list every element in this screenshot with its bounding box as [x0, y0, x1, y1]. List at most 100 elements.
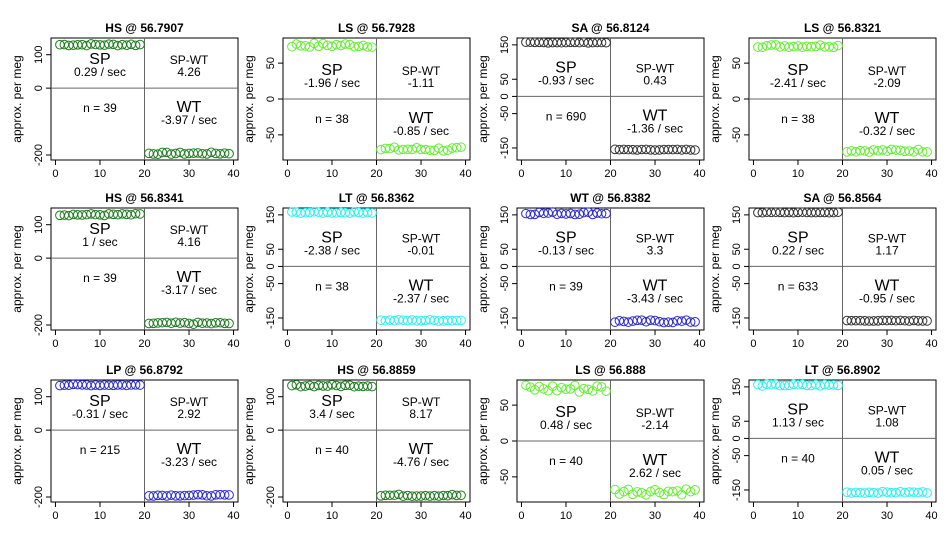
chart-panel: HS @ 56.8341 0 10 20 30 40 -200 0 100 approx. per… [10, 191, 240, 350]
x-tick-label: 10 [792, 168, 804, 180]
sp-rate: 0.29 / sec [74, 65, 126, 79]
wt-rate: -0.85 / sec [393, 124, 449, 138]
y-axis: -200 0 100 [265, 388, 283, 508]
x-tick-label: 40 [925, 510, 937, 522]
wt-point [917, 316, 928, 326]
wt-label: WT [409, 441, 434, 458]
sp-wt-label: SP-WT [170, 223, 209, 237]
x-tick-label: 0 [52, 510, 58, 522]
x-tick-label: 30 [183, 168, 195, 180]
wt-point [451, 142, 462, 153]
sp-point [570, 380, 580, 391]
y-axis: -200 0 100 [33, 388, 51, 508]
n-count: n = 39 [83, 271, 117, 285]
wt-point [619, 486, 629, 497]
chart-title: LP @ 56.8792 [106, 363, 183, 377]
x-tick-label: 20 [604, 168, 616, 180]
x-tick-label: 40 [227, 338, 239, 350]
y-tick-label: 150 [499, 36, 511, 54]
wt-point [224, 490, 234, 500]
chart-panel: SA @ 56.8564 0 10 20 30 40 -150 -50 0 50 150 approx… [708, 191, 938, 350]
data-points [753, 207, 932, 326]
chart-panel: HS @ 56.7907 0 10 20 30 40 -200 0 100 approx. per… [10, 21, 240, 180]
sp-wt-label: SP-WT [402, 231, 441, 245]
sp-point [766, 40, 777, 50]
x-tick-label: 40 [227, 510, 239, 522]
wt-point [425, 145, 435, 156]
x-tick-label: 40 [925, 168, 937, 180]
y-axis-label: approx. per meg [242, 397, 256, 484]
wt-point [219, 148, 230, 159]
wt-point [685, 145, 696, 155]
x-tick-label: 0 [750, 168, 756, 180]
wt-point [685, 486, 696, 497]
chart-panel: HS @ 56.8859 0 10 20 30 40 -200 0 100 approx. per… [242, 363, 472, 522]
wt-label: WT [643, 277, 668, 294]
y-tick-label: -50 [499, 469, 511, 485]
chart-title: HS @ 56.8859 [337, 363, 416, 377]
y-tick-label: 0 [731, 435, 743, 441]
sp-label: SP [787, 62, 808, 79]
x-tick-label: 0 [52, 168, 58, 180]
sp-rate: -0.93 / sec [538, 73, 594, 87]
wt-point [681, 315, 691, 325]
sp-wt-label: SP-WT [868, 64, 907, 78]
wt-rate: 2.62 / sec [629, 466, 681, 480]
y-tick-label: 100 [265, 388, 277, 406]
n-count: n = 40 [549, 454, 583, 468]
y-axis: -200 0 100 [33, 216, 51, 336]
y-tick-label: 0 [265, 427, 277, 433]
x-tick-label: 0 [750, 338, 756, 350]
y-tick-label: -50 [731, 276, 743, 292]
sp-point [327, 379, 337, 390]
wt-point [451, 490, 462, 501]
y-tick-label: 50 [499, 73, 511, 85]
sp-point [601, 37, 611, 48]
wt-rate: -0.95 / sec [859, 291, 915, 305]
sp-point [367, 208, 377, 218]
x-tick-label: 0 [518, 510, 524, 522]
sp-point [344, 39, 355, 50]
sp-point [601, 386, 611, 396]
sp-wt-label: SP-WT [402, 64, 441, 78]
x-tick-label: 30 [183, 338, 195, 350]
sp-label: SP [321, 62, 342, 79]
wt-label: WT [875, 110, 900, 127]
sp-rate: 3.4 / sec [309, 407, 354, 421]
x-tick-label: 20 [138, 168, 150, 180]
x-tick-label: 20 [370, 338, 382, 350]
wt-point [411, 142, 422, 153]
y-tick-label: 50 [731, 415, 743, 427]
chart-title: WT @ 56.8382 [570, 191, 651, 205]
sp-rate: 1 / sec [82, 235, 117, 249]
y-tick-label: 0 [33, 427, 45, 433]
sp-point [318, 38, 328, 49]
sp-wt-value: -2.14 [641, 418, 669, 432]
x-tick-label: 10 [94, 338, 106, 350]
sp-wt-value: -0.01 [407, 243, 435, 257]
wt-point [219, 490, 230, 500]
y-tick-label: 0 [265, 263, 277, 269]
n-count: n = 633 [778, 279, 819, 293]
y-tick-label: 100 [33, 216, 45, 234]
sp-point [828, 207, 839, 218]
chart-panel: LT @ 56.8902 0 10 20 30 40 -150 -50 0 50 150 approx… [708, 363, 938, 522]
data-points [287, 379, 466, 501]
y-tick-label: -200 [33, 486, 45, 508]
x-tick-label: 20 [370, 168, 382, 180]
sp-rate: -2.41 / sec [770, 76, 826, 90]
sp-point [135, 209, 145, 219]
data-points [753, 379, 932, 498]
wt-point [650, 315, 660, 326]
sp-wt-value: 4.26 [177, 65, 201, 79]
sp-label: SP [787, 401, 808, 418]
sp-label: SP [555, 404, 576, 421]
chart-panel: SA @ 56.8124 0 10 20 30 40 -150 -50 0 50 150 approx… [476, 21, 706, 180]
wt-point [917, 487, 928, 497]
x-tick-label: 0 [518, 168, 524, 180]
x-tick-label: 40 [459, 338, 471, 350]
y-tick-label: -50 [499, 276, 511, 292]
sp-rate: -2.38 / sec [304, 243, 360, 257]
wt-point [922, 488, 932, 498]
